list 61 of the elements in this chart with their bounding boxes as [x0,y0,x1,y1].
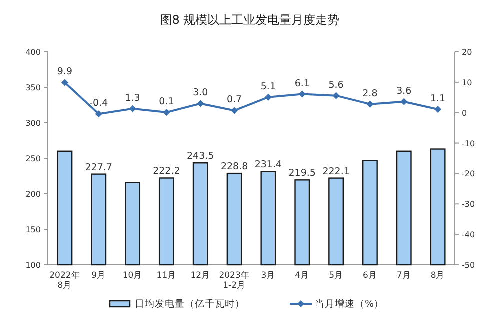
x-tick-label: 2023年 1-2月 [219,270,250,292]
point [332,92,340,100]
x-tick-label: 11月 [156,271,177,281]
data-label: 3.6 [396,86,412,97]
y-tick-label: 250 [26,154,41,164]
data-label: 222.2 [153,166,180,178]
x-tick-label: 2022年 8月 [50,270,80,292]
y-tick-label: 100 [26,261,41,270]
data-label: 1.1 [430,94,446,105]
data-label: 228.8 [220,162,248,173]
data-label: 5.6 [328,80,344,91]
point [197,100,204,108]
point [298,90,306,98]
y-tick-label: 300 [26,119,41,128]
data-label: 6.1 [294,78,310,90]
point [61,79,68,86]
data-label: 2.8 [362,88,378,100]
legend-label: 当月增速（%） [315,298,384,310]
title: 图8 规模以上工业发电量月度走势 [160,13,340,27]
point [264,94,272,101]
data-label: 219.5 [288,168,316,180]
data-label: 3.0 [193,88,208,99]
legend-label: 日均发电量（亿千瓦时） [135,298,245,310]
point [434,106,442,114]
point [231,107,238,114]
point [400,98,408,106]
y2-tick-label: -20 [462,170,476,179]
point [366,100,374,108]
x-tick-label: 9月 [92,271,106,281]
y2-tick-label: 0 [462,108,468,118]
y-tick-label: 400 [26,48,41,57]
data-label: 227.7 [85,162,112,174]
x-tick-label: 8月 [430,271,446,281]
y-tick-label: 150 [26,226,41,234]
x-tick-label: 6月 [362,271,378,281]
y2-tick-label: 10 [462,78,472,88]
x-tick-label: 10月 [122,271,143,281]
x-tick-label: 4月 [295,271,310,281]
x-tick-label: 7月 [396,271,412,281]
data-label: 222.1 [322,166,350,178]
data-label: 9.9 [57,66,73,78]
data-label: 0.1 [159,96,174,108]
data-label: 231.4 [254,160,282,171]
y-tick-label: 200 [26,190,41,199]
data-label: -0.4 [90,98,108,110]
data-label: 5.1 [260,81,276,92]
y2-tick-label: -40 [462,230,476,240]
y2-tick-label: -10 [462,139,476,148]
point [163,109,170,116]
y2-tick-label: 20 [462,48,472,57]
y-tick-label: 350 [26,84,41,92]
point [95,110,102,118]
data-label: 1.3 [125,92,140,104]
x-tick-label: 12月 [190,271,211,281]
x-tick-label: 5月 [329,271,344,281]
data-label: 0.7 [226,94,242,106]
point [129,105,136,112]
y2-tick-label: -50 [462,261,476,270]
x-tick-label: 3月 [261,271,276,281]
data-label: 243.5 [187,151,214,162]
y2-tick-label: -30 [462,200,476,210]
